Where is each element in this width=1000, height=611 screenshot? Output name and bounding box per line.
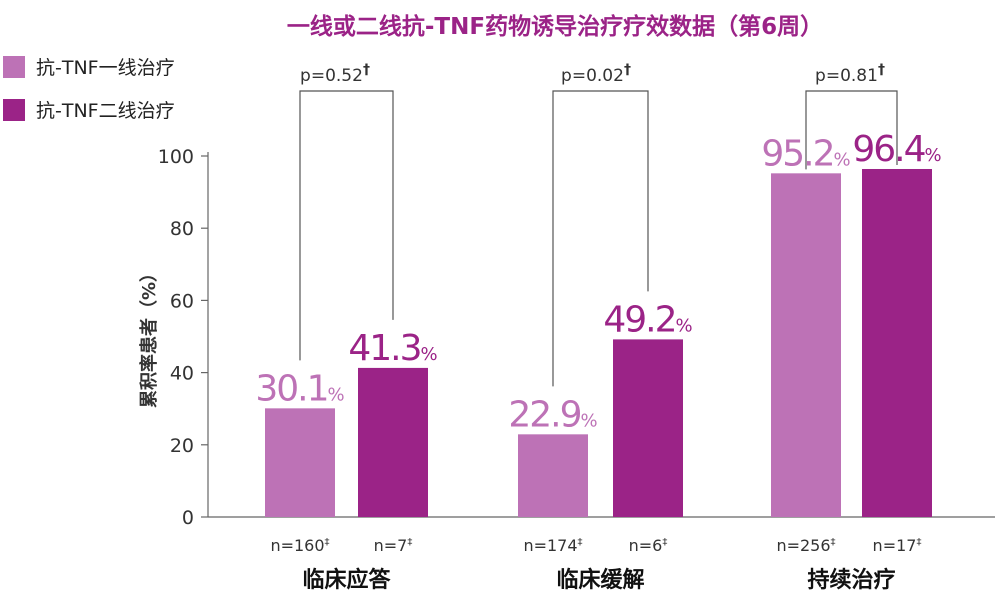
value-label: 49.2%: [603, 299, 692, 340]
bar: [771, 173, 841, 517]
category-label: 临床应答: [302, 567, 391, 593]
n-label: n=6‡: [629, 536, 668, 555]
legend-swatch-second-line: [3, 99, 25, 121]
n-label: n=17‡: [873, 536, 922, 555]
category-label: 持续治疗: [807, 567, 895, 593]
bar: [265, 408, 335, 517]
p-value-label: p=0.81†: [815, 62, 885, 86]
significance-bracket: [299, 90, 394, 361]
legend-label-second-line: 抗-TNF二线治疗: [36, 100, 175, 122]
significance-bracket: [805, 90, 898, 170]
y-tick-label: 80: [170, 218, 194, 240]
n-label: n=256‡: [776, 536, 835, 555]
value-label: 95.2%: [761, 133, 850, 174]
bar: [862, 168, 932, 517]
category-label: 临床缓解: [556, 567, 644, 593]
legend-entry-first-line: 抗-TNF一线治疗: [3, 56, 175, 79]
y-tick-label: 40: [170, 363, 194, 385]
p-value-label: p=0.02†: [561, 62, 631, 86]
y-axis-title: 累积率患者（%）: [138, 264, 160, 408]
chart-title: 一线或二线抗-TNF药物诱导治疗疗效数据（第6周）: [287, 13, 823, 40]
y-tick-label: 60: [170, 290, 194, 312]
n-label: n=7‡: [374, 536, 413, 555]
legend: 抗-TNF一线治疗 抗-TNF二线治疗: [3, 56, 175, 122]
legend-swatch-first-line: [3, 56, 25, 78]
legend-label-first-line: 抗-TNF一线治疗: [36, 57, 175, 79]
p-value-label: p=0.52†: [300, 62, 370, 86]
n-label: n=174‡: [523, 536, 582, 555]
value-label: 41.3%: [348, 328, 437, 369]
bar: [358, 367, 428, 517]
n-label: n=160‡: [270, 536, 329, 555]
y-tick-label: 0: [182, 507, 194, 529]
value-label: 30.1%: [255, 368, 344, 409]
legend-entry-second-line: 抗-TNF二线治疗: [3, 99, 175, 122]
significance-bracket: [552, 90, 649, 387]
bar: [613, 339, 683, 517]
category-labels: 临床应答 临床缓解 持续治疗: [302, 567, 895, 593]
significance-brackets: p=0.52† p=0.02† p=0.81†: [299, 62, 898, 387]
n-labels: n=160‡ n=7‡ n=174‡ n=6‡ n=256‡ n=17‡: [270, 536, 921, 555]
value-label: 96.4%: [852, 129, 941, 170]
bar: [518, 434, 588, 517]
bars: [265, 168, 932, 517]
value-labels: 30.1%41.3% 22.9% 49.2% 95.2% 96.4%: [255, 129, 941, 435]
value-label: 22.9%: [508, 394, 597, 435]
y-tick-label: 20: [170, 435, 194, 457]
y-tick-label: 100: [158, 146, 194, 168]
